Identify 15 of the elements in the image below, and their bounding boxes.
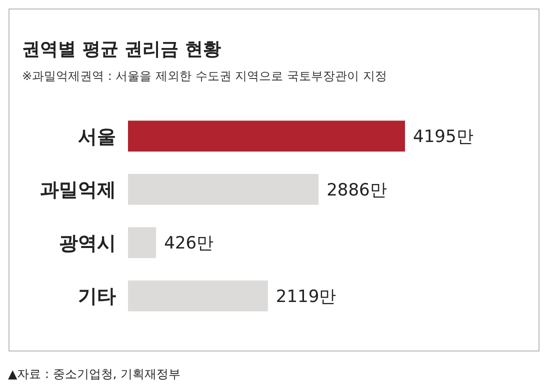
text: ▲자료 : 중소기업청, 기획재정부 xyxy=(8,367,181,381)
chart-title: 권역별 평균 권리금 현황 xyxy=(22,39,221,60)
chart-subtitle: ※과밀억제권역 : 서울을 제외한 수도권 지역으로 국토부장관이 지정 xyxy=(22,69,387,83)
bar xyxy=(128,120,405,152)
bar xyxy=(128,227,156,258)
data-label: 426만 xyxy=(164,234,214,254)
data-label: 2119만 xyxy=(276,286,336,307)
y-tick-label: 기타 xyxy=(78,286,116,308)
bar xyxy=(128,174,319,205)
data-label: 4195만 xyxy=(413,127,474,148)
bar xyxy=(128,280,268,312)
y-tick-label: 과밀억제 xyxy=(40,179,116,202)
y-tick-label: 광역시 xyxy=(59,232,116,254)
y-tick-label: 서울 xyxy=(78,126,116,148)
data-label: 2886만 xyxy=(326,180,387,200)
